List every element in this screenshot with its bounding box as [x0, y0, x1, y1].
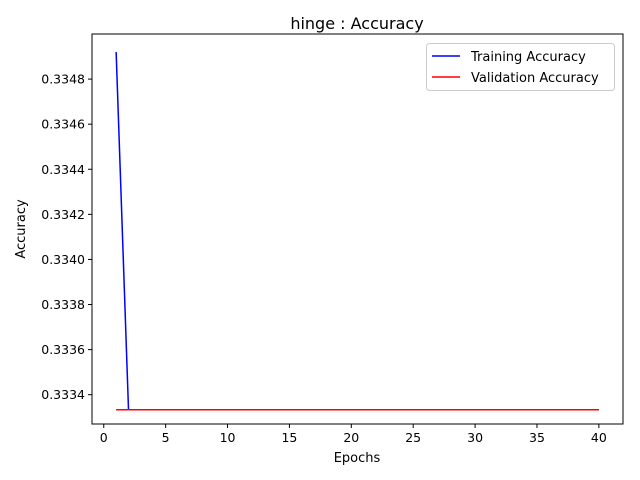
y-tick-label: 0.3342	[41, 207, 85, 222]
y-tick-label: 0.3344	[41, 162, 85, 177]
chart-title: hinge : Accuracy	[290, 14, 423, 33]
y-tick-label: 0.3338	[41, 297, 85, 312]
plot-lines	[115, 52, 599, 411]
x-axis-ticks: 0 5 10 15 20 25 30 35 40	[100, 424, 607, 445]
y-tick-label: 0.3346	[41, 117, 85, 132]
x-tick-label: 40	[591, 430, 607, 445]
plot-frame	[91, 33, 624, 425]
y-tick-label: 0.3340	[41, 252, 85, 267]
x-tick-label: 30	[467, 430, 483, 445]
y-tick-label: 0.3348	[41, 72, 85, 87]
legend: Training Accuracy Validation Accuracy	[426, 43, 615, 91]
y-tick-label: 0.3334	[41, 387, 85, 402]
x-axis-label: Epochs	[334, 451, 381, 466]
x-tick-label: 15	[281, 430, 297, 445]
legend-box	[426, 43, 615, 91]
x-tick-label: 25	[405, 430, 421, 445]
legend-label: Validation Accuracy	[471, 71, 599, 86]
y-axis-ticks: 0.3334 0.3336 0.3338 0.3340 0.3342 0.3344 0.33…	[41, 72, 92, 402]
x-tick-label: 0	[100, 430, 108, 445]
x-tick-label: 5	[162, 430, 170, 445]
legend-label: Training Accuracy	[470, 50, 586, 65]
x-tick-label: 20	[343, 430, 359, 445]
x-tick-label: 10	[220, 430, 236, 445]
y-axis-label: Accuracy	[14, 199, 29, 259]
x-tick-label: 35	[529, 430, 545, 445]
y-tick-label: 0.3336	[41, 342, 85, 357]
